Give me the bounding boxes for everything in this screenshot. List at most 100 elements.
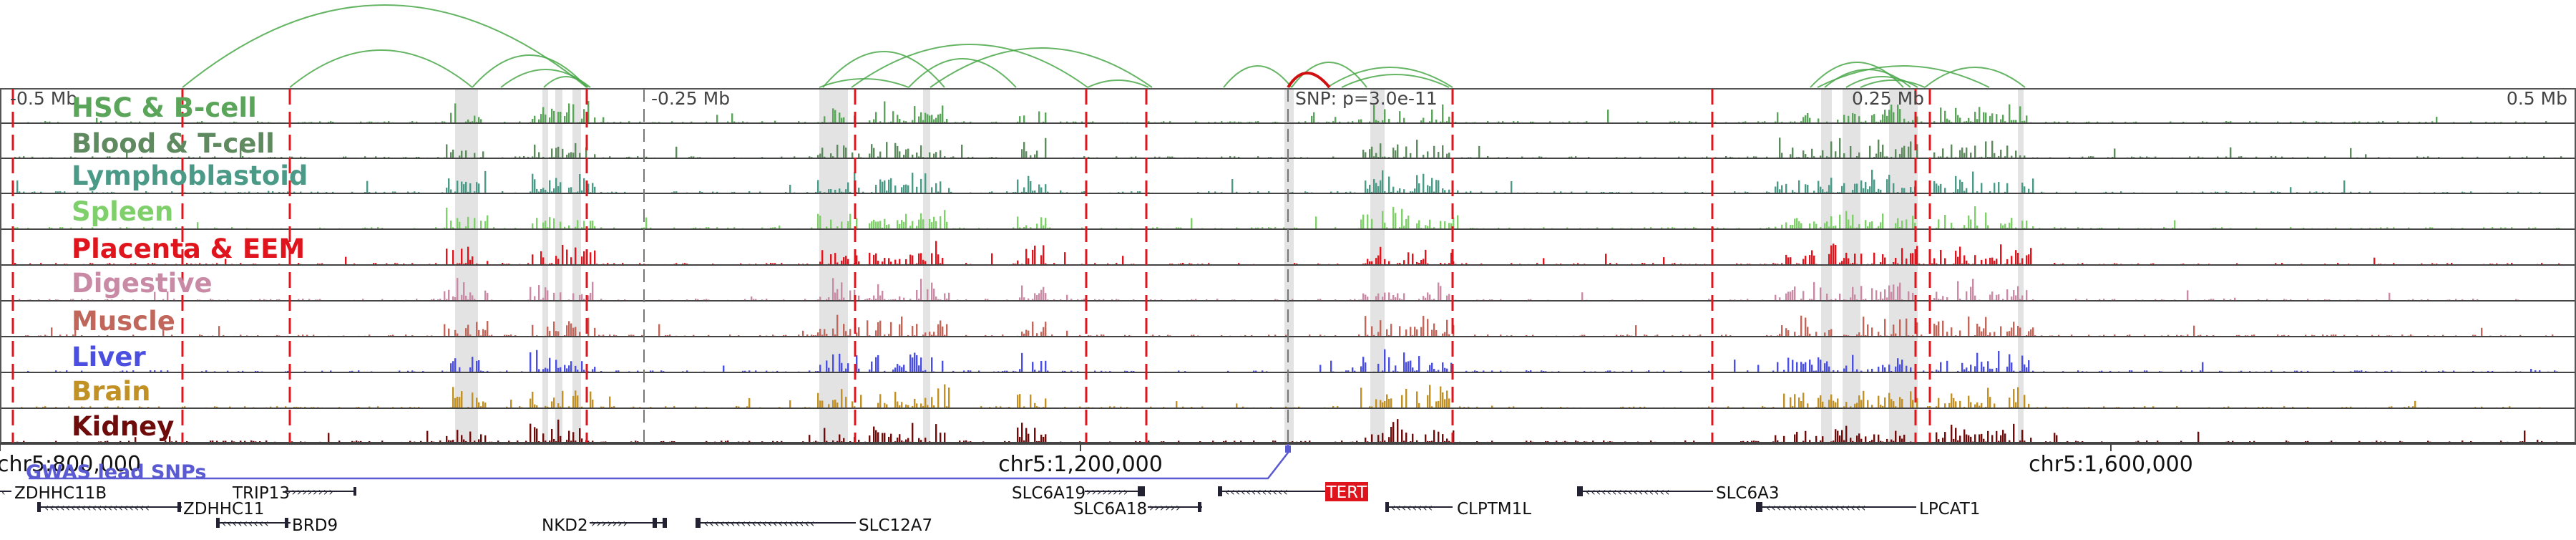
peak-1-632 [452,149,454,158]
peak-5-1172 [839,299,841,301]
peak-7-812 [581,361,583,372]
peak-5-974 [697,299,699,301]
peak-6-2528 [1809,334,1811,337]
peak-7-1292 [924,370,927,372]
peak-5-2951 [2112,299,2114,301]
peak-6-2021 [1446,319,1448,337]
peak-7-3131 [2240,370,2243,372]
peak-6-2300 [1646,334,1648,337]
peak-8-2780 [1989,397,1991,408]
peak-5-1670 [1195,299,1197,301]
peak-3-1271 [909,226,912,229]
peak-9-2714 [1942,438,1944,443]
peak-9-2606 [1865,436,1867,443]
peak-6-2468 [1766,334,1768,337]
peak-9-749 [536,428,538,443]
peak-6-1199 [858,327,860,337]
peak-8-668 [478,402,480,408]
peak-6-2834 [2028,331,2030,337]
peak-5-1163 [832,278,834,301]
peak-3-1904 [1362,214,1365,229]
peak-3-1991 [1425,225,1427,229]
peak-2-2669 [1910,187,1912,193]
peak-group-2 [16,170,2541,193]
peak-2-1286 [920,178,922,193]
peak-8-1193 [854,406,856,408]
peak-9-1220 [873,426,875,443]
peak-5-1931 [1382,296,1384,301]
peak-7-287 [205,370,208,372]
peak-1-2021 [1446,153,1448,158]
peak-0-1871 [1339,121,1341,123]
peak-9-2771 [1983,438,1985,443]
peak-5-2543 [1820,287,1822,301]
peak-2-284 [203,191,205,193]
peak-0-2465 [1764,121,1766,123]
gene-slc6a18[interactable]: SLC6A18 ›››››› [1073,500,1202,519]
peak-6-1298 [929,332,931,337]
peak-4-1811 [1296,263,1298,265]
peak-9-2366 [1693,440,1695,443]
loop-arc-10 [1087,79,1149,88]
peak-3-1214 [869,223,871,229]
peak-9-2306 [1650,440,1652,443]
peak-5-2600 [1860,286,1863,301]
peak-2-1922 [1375,183,1377,193]
peak-2-1418 [1015,191,1017,193]
gene-slc6a19[interactable]: SLC6A19 ›››››››› [1012,484,1145,503]
peak-8-1274 [912,406,914,408]
peak-7-1331 [952,370,955,372]
peak-5-3515 [2515,299,2517,301]
peak-2-2624 [1878,188,1880,193]
peak-2-1199 [858,188,860,193]
peak-6-2720 [1946,332,1948,337]
gene-lpcat1[interactable]: ‹‹‹‹‹‹‹‹‹‹‹‹‹‹‹‹‹‹‹ LPCAT1 [1756,500,1980,519]
peak-5-1994 [1427,292,1429,301]
gene-slc12a7[interactable]: ‹‹‹‹‹‹‹‹‹‹‹‹‹‹‹‹‹‹‹‹‹ SLC12A7 [696,516,932,535]
peak-0-1115 [798,121,800,123]
peak-9-1079 [772,440,774,443]
gene-zdhhc11[interactable]: ‹‹‹‹‹‹‹‹‹‹‹‹‹‹‹‹‹‹‹‹ ZDHHC11 [37,500,264,519]
gene-nkd2[interactable]: NKD2 ››››››› [542,516,667,535]
peak-6-2258 [1616,334,1618,337]
peak-0-1424 [1019,116,1021,123]
peak-3-1262 [903,221,905,229]
peak-8-2729 [1953,397,1955,408]
peak-7-2825 [2021,355,2024,372]
peak-6-1274 [912,326,914,337]
peak-8-2063 [1476,406,1478,408]
peak-0-2300 [1646,121,1648,123]
peak-7-575 [411,370,414,372]
peak-7-860 [615,370,618,372]
peak-3-1955 [1399,227,1401,229]
peak-5-1424 [1019,297,1021,301]
peak-1-3554 [2543,156,2545,158]
peak-4-1973 [1412,254,1414,265]
gene-clptm1l[interactable]: ‹‹‹‹‹‹‹‹ CLPTM1L [1385,500,1531,519]
gene-zdhhc11b[interactable]: ‹ ZDHHC11B [0,484,107,503]
peak-0-1151 [824,116,826,123]
peak-9-311 [223,440,225,443]
peak-1-2726 [1951,144,1953,158]
peak-3-1259 [901,220,903,229]
peak-9-350 [250,440,253,443]
peak-9-2585 [1850,438,1852,443]
gene-tert[interactable]: ‹‹‹‹‹‹‹‹‹‹‹‹ TERT [1218,482,1368,502]
peak-5-3056 [2187,290,2189,301]
peak-3-2762 [1976,226,1979,229]
peak-4-2579 [1845,252,1848,265]
gene-trip13[interactable]: TRIP13 ››››››››› [232,484,356,503]
gene-brd9[interactable]: ‹‹‹‹‹‹‹‹‹ BRD9 [216,516,338,535]
peak-0-1922 [1375,120,1377,123]
peak-7-767 [549,357,551,372]
gene-slc6a3[interactable]: ‹‹‹‹‹‹‹‹‹‹‹‹‹‹‹‹ SLC6A3 [1577,484,1779,503]
peak-3-986 [706,227,708,229]
peak-1-968 [693,156,695,158]
peak-6-2702 [1933,323,1936,337]
peak-0-1625 [1163,121,1165,123]
peak-1-2543 [1820,155,1822,158]
peak-3-2903 [2077,227,2079,229]
peak-5-1319 [944,293,946,301]
peak-7-176 [126,370,128,372]
peak-2-410 [293,191,296,193]
